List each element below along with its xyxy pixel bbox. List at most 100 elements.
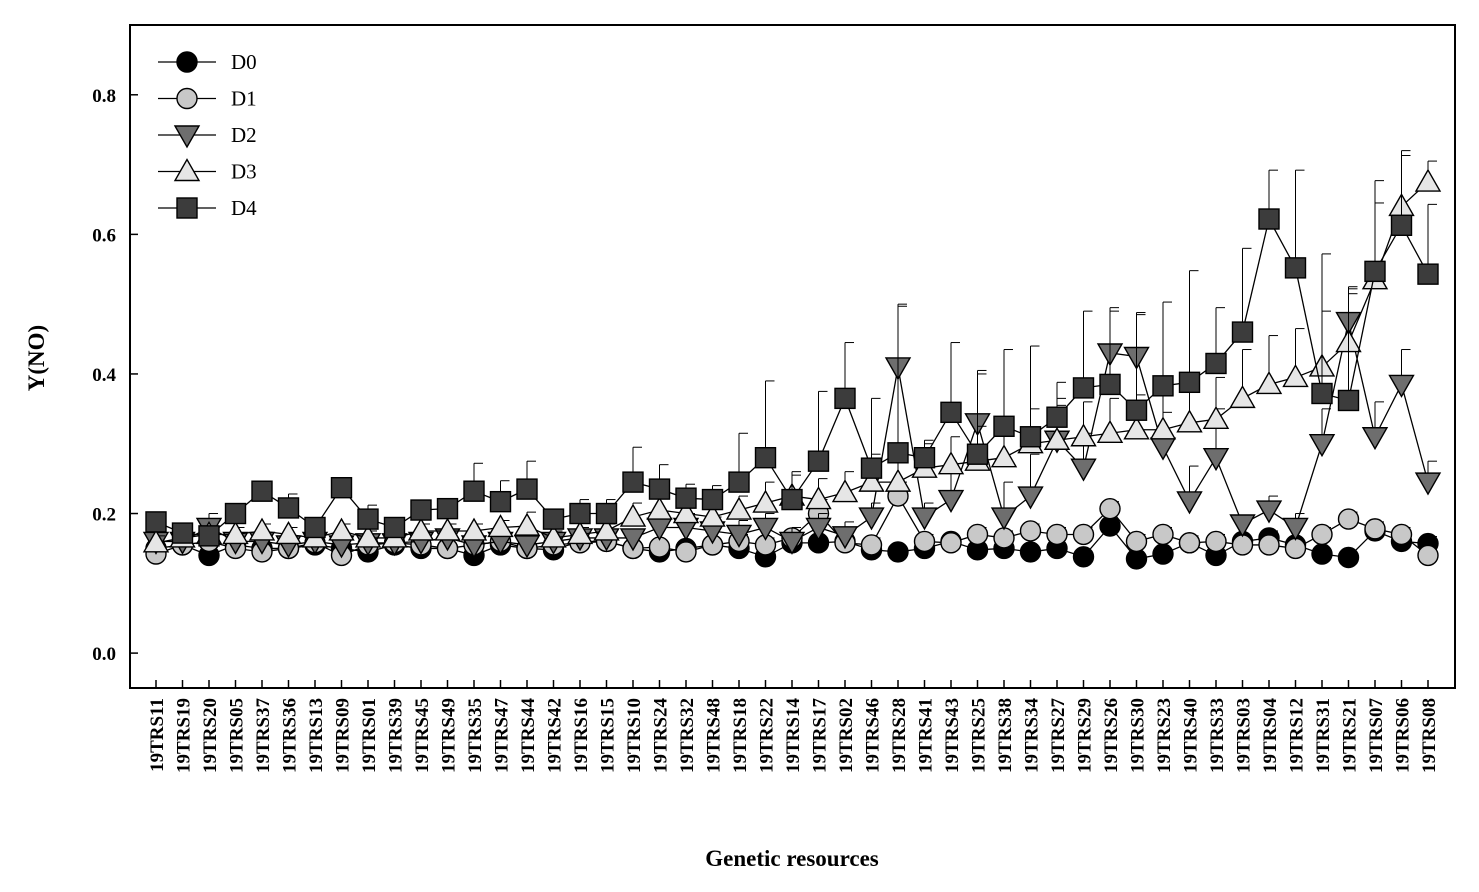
data-point xyxy=(1390,523,1413,546)
data-point xyxy=(1229,514,1256,538)
data-point xyxy=(781,488,803,511)
data-point xyxy=(699,503,726,527)
data-point xyxy=(937,451,965,475)
data-point xyxy=(1178,532,1201,554)
x-tick-label: 19TRS32 xyxy=(677,698,698,773)
data-point xyxy=(937,489,965,513)
data-point xyxy=(1202,447,1230,472)
x-tick-label: 19TRS22 xyxy=(757,698,778,773)
data-point xyxy=(648,478,671,500)
data-point xyxy=(383,516,406,539)
x-tick-label: 19TRS17 xyxy=(810,698,831,773)
data-point xyxy=(675,541,697,563)
legend-marker xyxy=(176,197,198,219)
x-tick-label: 19TRS28 xyxy=(889,698,910,773)
data-point xyxy=(1125,399,1148,421)
x-tick-label: 19TRS12 xyxy=(1287,698,1308,773)
data-point xyxy=(1255,371,1283,395)
data-point xyxy=(1337,546,1360,569)
x-tick-label: 19TRS34 xyxy=(1022,698,1043,773)
data-point xyxy=(1231,321,1254,343)
x-tick-label: 19TRS49 xyxy=(439,698,460,773)
data-point xyxy=(487,514,514,538)
data-point xyxy=(275,521,302,545)
legend-marker xyxy=(173,125,201,149)
x-tick-label: 19TRS40 xyxy=(1181,698,1202,773)
data-point xyxy=(1123,416,1150,440)
x-tick-label: 19TRS37 xyxy=(253,698,274,773)
legend-item-D3: D3 xyxy=(158,158,257,184)
x-tick-label: 19TRS46 xyxy=(863,698,884,773)
data-point xyxy=(1125,530,1148,553)
data-point xyxy=(1149,416,1177,440)
data-point xyxy=(1072,523,1095,546)
x-tick-label: 19TRS19 xyxy=(174,698,195,773)
series-layer xyxy=(142,150,1442,570)
x-tick-label: 19TRS42 xyxy=(545,698,566,773)
x-tick-label: 19TRS13 xyxy=(306,698,327,773)
data-point xyxy=(1311,382,1333,405)
y-tick-label: 0.0 xyxy=(92,644,116,665)
data-point xyxy=(675,487,697,509)
x-tick-label: 19TRS35 xyxy=(465,698,486,773)
data-point xyxy=(593,517,620,541)
data-point xyxy=(1205,530,1227,553)
x-tick-label: 19TRS14 xyxy=(783,698,804,773)
data-point xyxy=(993,415,1015,437)
data-point xyxy=(1017,486,1044,510)
data-point xyxy=(778,531,806,555)
data-point xyxy=(542,508,565,530)
y-axis-title: Y(NO) xyxy=(24,325,49,391)
data-point xyxy=(1417,263,1439,285)
data-point xyxy=(990,444,1018,468)
x-tick-label: 19TRS11 xyxy=(147,698,168,772)
data-point xyxy=(858,507,885,531)
data-point xyxy=(198,525,220,547)
data-point xyxy=(1072,377,1095,399)
data-point xyxy=(248,517,276,541)
data-point xyxy=(1019,426,1042,448)
legend: D0 D1 D2 D3 D4 xyxy=(158,50,257,220)
data-point xyxy=(1046,406,1068,428)
data-point xyxy=(887,442,909,464)
data-point xyxy=(1282,517,1309,541)
data-point xyxy=(513,512,541,536)
data-point xyxy=(913,446,936,469)
x-tick-label: 19TRS04 xyxy=(1260,698,1281,773)
data-point xyxy=(224,502,247,525)
x-tick-label: 19TRS05 xyxy=(227,698,248,773)
data-point xyxy=(540,524,567,548)
data-point xyxy=(516,478,538,500)
data-point xyxy=(463,480,485,502)
data-point xyxy=(1258,208,1280,230)
data-point xyxy=(171,522,194,544)
data-point xyxy=(966,523,989,546)
data-point xyxy=(251,480,273,502)
y-axis: 0.0 0.2 0.4 0.6 0.8 xyxy=(92,86,138,665)
y-tick-label: 0.2 xyxy=(92,505,116,526)
data-point xyxy=(1258,534,1280,556)
data-point xyxy=(1308,434,1336,458)
x-tick-label: 19TRS24 xyxy=(651,698,672,773)
x-tick-label: 19TRS02 xyxy=(836,698,857,773)
data-point xyxy=(940,532,962,554)
x-tick-label: 19TRS33 xyxy=(1207,698,1228,773)
data-point xyxy=(595,502,618,525)
data-point xyxy=(805,517,832,541)
x-tick-label: 19TRS30 xyxy=(1128,698,1149,773)
data-point xyxy=(940,401,962,424)
legend-marker xyxy=(176,87,198,110)
data-point xyxy=(1176,409,1203,433)
data-point xyxy=(887,541,909,563)
x-tick-label: 19TRS23 xyxy=(1154,698,1175,773)
series-D3 xyxy=(142,150,1442,553)
data-point xyxy=(1414,472,1442,496)
data-point xyxy=(858,468,885,492)
data-point xyxy=(1070,423,1097,447)
data-point xyxy=(1361,427,1389,451)
data-point xyxy=(460,517,488,541)
data-point xyxy=(1099,497,1121,520)
x-tick-label: 19TRS21 xyxy=(1340,698,1361,773)
data-point xyxy=(1046,523,1068,546)
